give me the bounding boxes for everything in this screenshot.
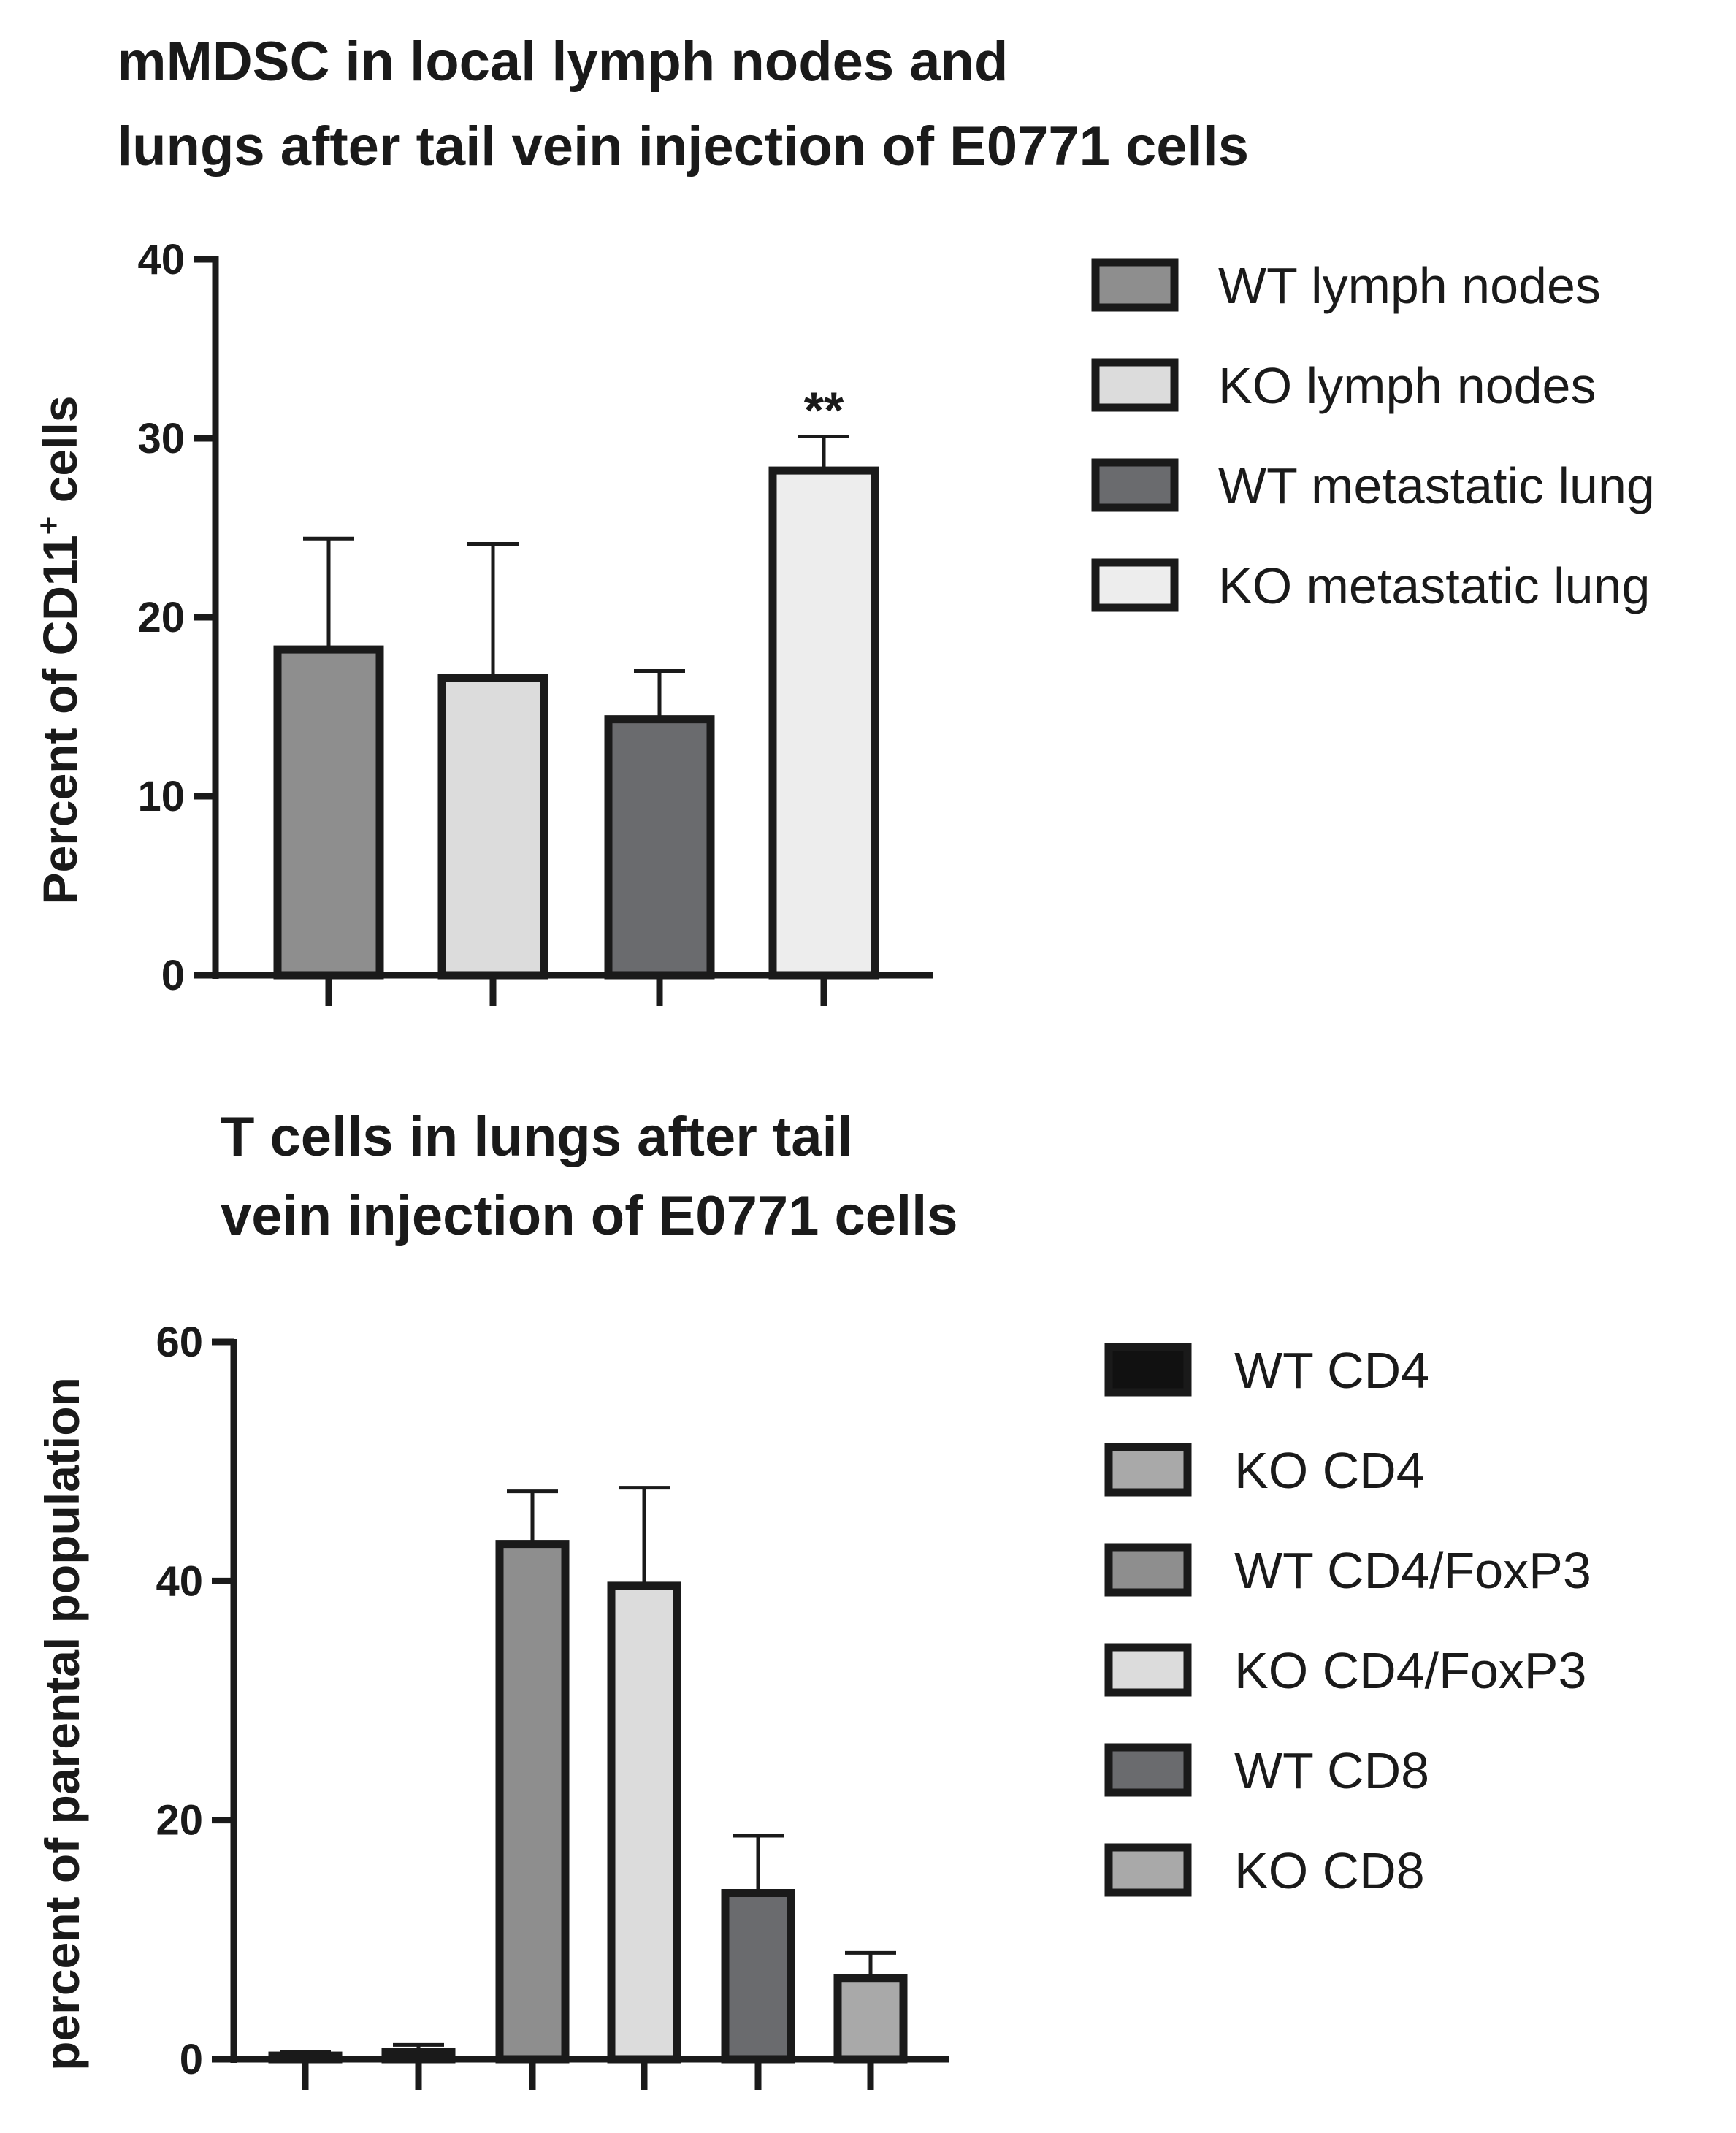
c2-bar-2 bbox=[495, 1540, 570, 2064]
c1-bar-1 bbox=[437, 674, 548, 980]
chart1-title-line1: mMDSC in local lymph nodes and bbox=[117, 31, 1008, 93]
chart1-title-line2: lungs after tail vein injection of E0771… bbox=[117, 115, 1249, 178]
c2-legend-label-0: WT CD4 bbox=[1234, 1342, 1429, 1399]
c2-legend-swatch-2 bbox=[1104, 1543, 1192, 1597]
c1-legend-swatch-1 bbox=[1091, 358, 1179, 412]
c2-legend-label-4: WT CD8 bbox=[1234, 1742, 1429, 1799]
c1-bar-0 bbox=[273, 645, 384, 980]
c1-legend-swatch-2 bbox=[1091, 458, 1179, 512]
chart1-axes bbox=[212, 256, 933, 1006]
c1-y-tick-label-0: 0 bbox=[161, 952, 185, 999]
c2-legend-label-5: KO CD8 bbox=[1234, 1842, 1425, 1899]
chart2-y-axis-label: percent of parental population bbox=[35, 1377, 89, 2071]
c2-y-tick-label-3: 60 bbox=[156, 1319, 203, 1366]
c1-y-tick-label-4: 40 bbox=[137, 236, 185, 283]
chart-mmdsc: mMDSC in local lymph nodes and lungs aft… bbox=[31, 31, 1655, 1006]
chart1-y-axis-label: Percent of CD11+ cells bbox=[31, 395, 88, 904]
chart2-legend: WT CD4 KO CD4 WT CD4/FoxP3 KO CD4/FoxP3 WT C… bbox=[1104, 1342, 1591, 1899]
c2-bar-5 bbox=[833, 1974, 908, 2064]
chart2-axes bbox=[230, 1339, 949, 2090]
c2-legend-label-3: KO CD4/FoxP3 bbox=[1234, 1642, 1586, 1699]
c1-y-tick-label-1: 10 bbox=[137, 773, 185, 820]
chart1-y-axis-label-suffix: cells bbox=[33, 395, 87, 516]
c2-legend-swatch-1 bbox=[1104, 1443, 1192, 1497]
chart1-y-axis-label-main: Percent of CD11 bbox=[33, 535, 87, 904]
c2-legend-label-2: WT CD4/FoxP3 bbox=[1234, 1542, 1591, 1599]
c2-bar-4 bbox=[721, 1889, 795, 2064]
chart1-y-axis-label-superscript: + bbox=[31, 516, 66, 535]
c2-legend-swatch-3 bbox=[1104, 1643, 1192, 1697]
chart2-bars bbox=[268, 1486, 908, 2064]
c1-legend-swatch-3 bbox=[1091, 558, 1179, 612]
chart2-title-line2: vein injection of E0771 cells bbox=[221, 1185, 958, 1247]
chart2-title-line1: T cells in lungs after tail bbox=[221, 1106, 853, 1168]
chart1-legend: WT lymph nodes KO lymph nodes WT metastati… bbox=[1091, 257, 1655, 614]
c2-y-tick-label-1: 20 bbox=[156, 1797, 203, 1844]
c2-legend-swatch-5 bbox=[1104, 1843, 1192, 1897]
c1-bar-3 bbox=[768, 466, 879, 980]
c2-y-tick-label-2: 40 bbox=[156, 1557, 203, 1605]
c2-legend-swatch-4 bbox=[1104, 1743, 1192, 1797]
chart1-bars bbox=[273, 435, 879, 980]
chart2-y-ticks: 0 20 40 60 bbox=[156, 1319, 234, 2083]
chart1-annotations: ** bbox=[804, 382, 844, 439]
c2-bar-3 bbox=[607, 1581, 681, 2064]
c1-y-tick-label-2: 20 bbox=[137, 594, 185, 641]
c1-legend-swatch-0 bbox=[1091, 258, 1179, 312]
c1-legend-label-2: WT metastatic lung bbox=[1218, 457, 1655, 514]
c1-significance-0: ** bbox=[804, 382, 844, 439]
chart-t-cells: T cells in lungs after tail vein injecti… bbox=[35, 1106, 1591, 2090]
c1-y-tick-label-3: 30 bbox=[137, 415, 185, 462]
c1-legend-label-0: WT lymph nodes bbox=[1218, 257, 1601, 314]
c2-legend-label-1: KO CD4 bbox=[1234, 1442, 1425, 1499]
c2-legend-swatch-0 bbox=[1104, 1343, 1192, 1397]
c1-legend-label-3: KO metastatic lung bbox=[1218, 557, 1650, 614]
c1-legend-label-1: KO lymph nodes bbox=[1218, 357, 1596, 414]
c2-y-tick-label-0: 0 bbox=[180, 2036, 203, 2083]
c1-bar-2 bbox=[604, 715, 715, 980]
chart1-y-ticks: 0 10 20 30 40 bbox=[137, 236, 215, 999]
